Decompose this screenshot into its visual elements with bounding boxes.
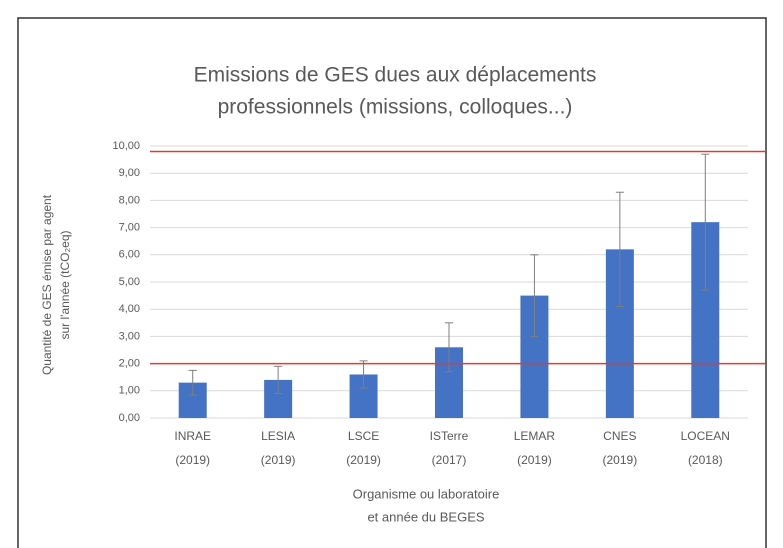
y-tick-label: 7,00: [119, 222, 140, 234]
x-tick-label: LSCE: [348, 429, 379, 443]
y-tick-label: 6,00: [119, 249, 140, 261]
y-tick-label: 4,00: [119, 303, 140, 315]
x-tick-label: (2018): [688, 453, 723, 467]
y-tick-label: 10,00: [112, 140, 140, 152]
x-tick-label: ISTerre: [430, 429, 469, 443]
x-tick-label: LEMAR: [514, 429, 556, 443]
y-tick-label: 3,00: [119, 330, 140, 342]
x-tick-label: INRAE: [174, 429, 211, 443]
chart-title: professionnels (missions, colloques...): [218, 96, 573, 119]
y-tick-label: 9,00: [119, 167, 140, 179]
x-tick-label: CNES: [603, 429, 636, 443]
x-tick-label: LESIA: [261, 429, 295, 443]
y-axis-label: sur l'année (tCO₂eq): [58, 231, 72, 340]
x-tick-label: (2019): [261, 453, 296, 467]
x-tick-label: (2017): [432, 453, 467, 467]
y-tick-label: 0,00: [119, 412, 140, 424]
chart-frame: [17, 17, 767, 548]
x-tick-label: (2019): [346, 453, 381, 467]
x-axis-label: et année du BEGES: [367, 509, 484, 524]
x-tick-label: (2019): [175, 453, 210, 467]
x-tick-label: (2019): [517, 453, 552, 467]
x-axis-label: Organisme ou laboratoire: [353, 486, 500, 501]
y-tick-label: 5,00: [119, 276, 140, 288]
chart-title: Emissions de GES dues aux déplacements: [194, 64, 597, 87]
x-tick-label: LOCEAN: [681, 429, 730, 443]
y-tick-label: 8,00: [119, 194, 140, 206]
y-tick-label: 2,00: [119, 358, 140, 370]
x-tick-label: (2019): [603, 453, 638, 467]
y-tick-label: 1,00: [119, 385, 140, 397]
y-axis-label: Quantité de GES émise par agent: [40, 194, 54, 375]
